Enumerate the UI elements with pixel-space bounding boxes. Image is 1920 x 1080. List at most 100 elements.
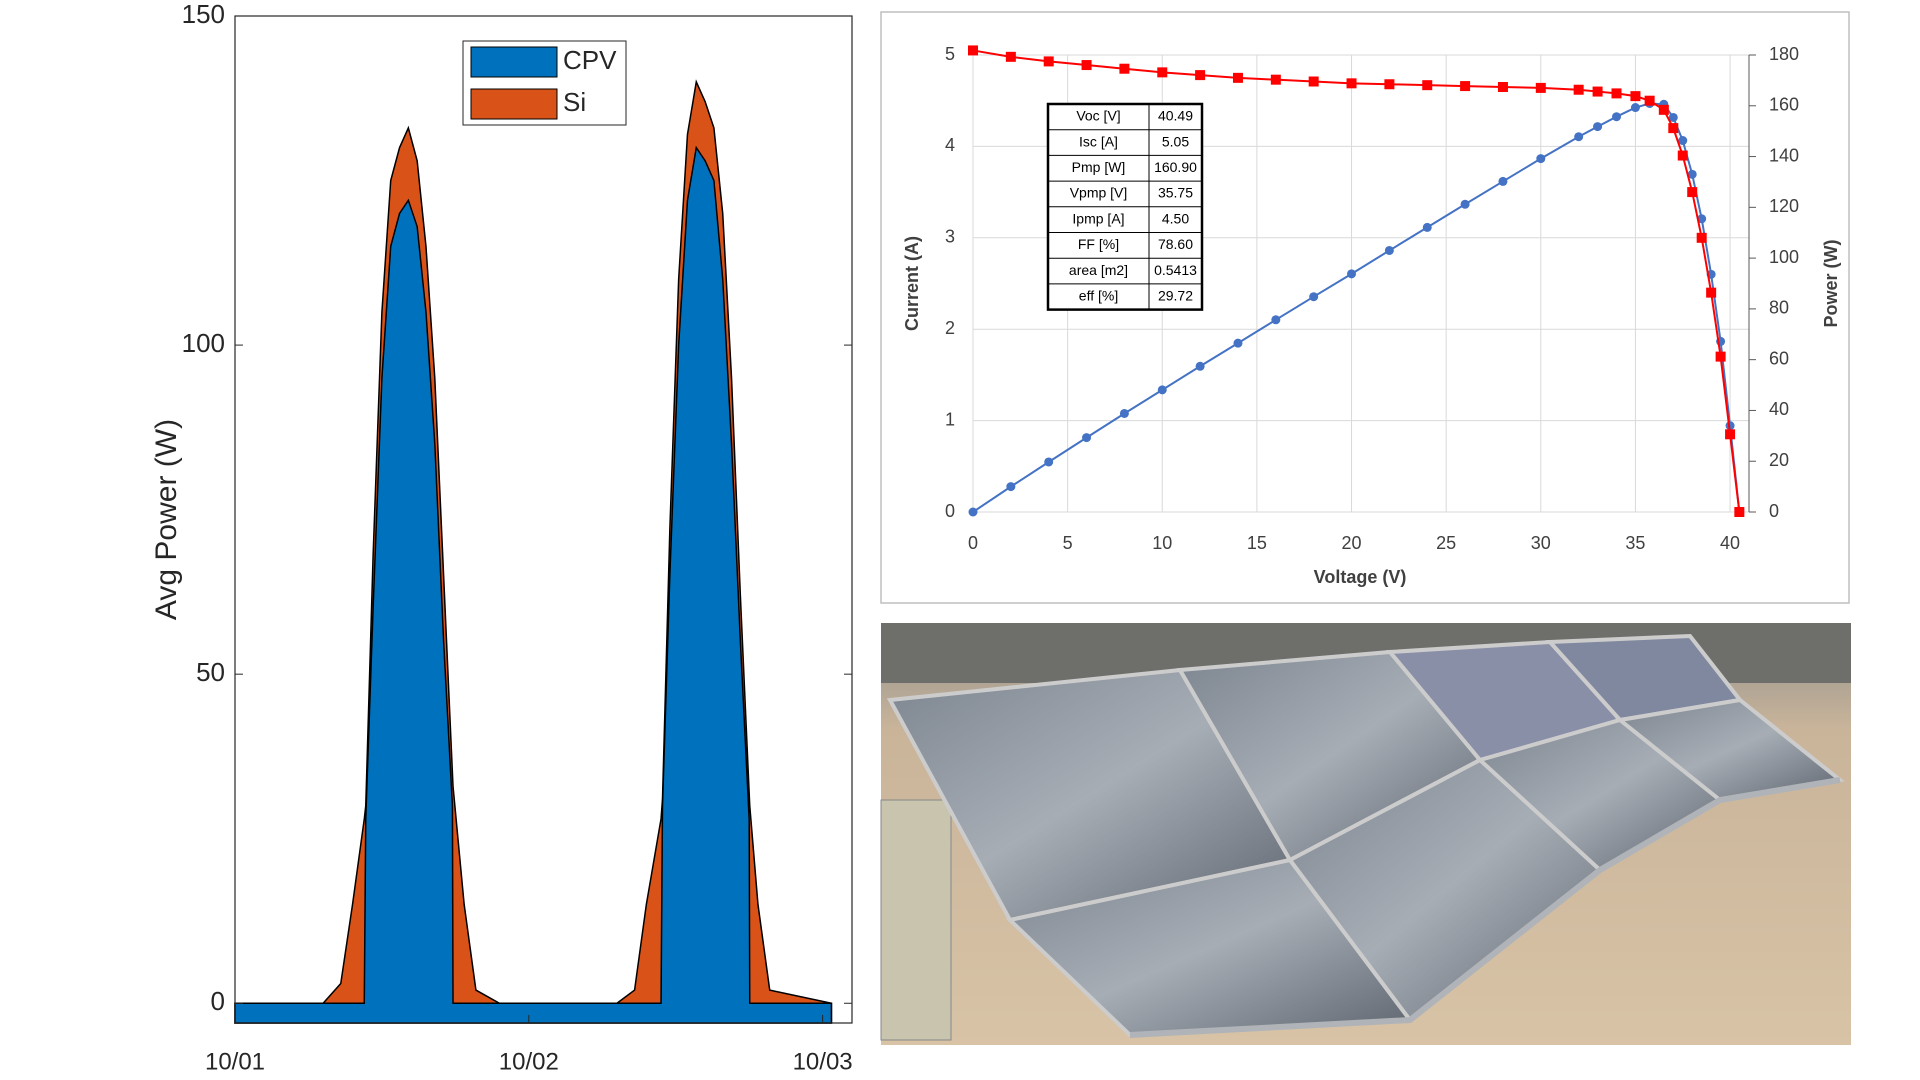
x-tick-label: 10/03 — [793, 1048, 853, 1075]
y2-tick-label: 160 — [1769, 95, 1799, 115]
y-tick-label: 0 — [211, 986, 225, 1016]
y2-tick-label: 180 — [1769, 44, 1799, 64]
table-value: 40.49 — [1158, 108, 1193, 124]
area — [234, 145, 833, 1024]
y-tick-label: 4 — [945, 135, 955, 155]
table-value: 0.5413 — [1154, 262, 1197, 278]
y-axis-label: Current (A) — [902, 236, 922, 331]
marker — [1006, 482, 1016, 492]
marker — [1460, 199, 1470, 209]
marker — [1573, 84, 1584, 95]
legend-label: CPV — [563, 45, 617, 75]
x-tick-label: 40 — [1720, 533, 1740, 553]
marker — [1308, 76, 1319, 87]
marker — [1005, 51, 1016, 62]
table-label: area [m2] — [1069, 262, 1128, 278]
marker — [1668, 112, 1678, 122]
marker — [1460, 81, 1471, 92]
marker — [1346, 78, 1357, 89]
x-tick-label: 0 — [968, 533, 978, 553]
marker — [1497, 81, 1508, 92]
marker — [1696, 232, 1707, 243]
marker — [1309, 292, 1319, 302]
y-axis-label: Avg Power (W) — [150, 419, 183, 620]
y2-tick-label: 0 — [1769, 501, 1779, 521]
marker — [1195, 70, 1206, 81]
y2-tick-label: 80 — [1769, 298, 1789, 318]
y-tick-label: 150 — [182, 0, 225, 29]
marker — [1270, 74, 1281, 85]
marker — [1271, 315, 1281, 325]
marker — [1422, 222, 1432, 232]
table-value: 4.50 — [1162, 210, 1189, 226]
x-tick-label: 10 — [1152, 533, 1172, 553]
axes-box — [234, 15, 853, 1024]
table-label: eff [%] — [1079, 287, 1118, 303]
marker — [1687, 187, 1698, 198]
marker — [1347, 269, 1357, 279]
y-tick-label: 50 — [196, 657, 225, 687]
legend-label: Si — [563, 87, 586, 117]
x-tick-label: 25 — [1436, 533, 1456, 553]
marker — [1535, 82, 1546, 93]
y-tick-label: 3 — [945, 227, 955, 247]
table-label: Isc [A] — [1079, 133, 1118, 149]
marker — [1658, 104, 1669, 115]
marker — [1630, 103, 1640, 113]
marker — [1498, 176, 1508, 186]
table-label: FF [%] — [1078, 236, 1119, 252]
marker — [1668, 123, 1679, 134]
series-line — [972, 49, 1741, 513]
x-tick-label: 10/01 — [205, 1048, 265, 1075]
marker — [1593, 122, 1603, 132]
y2-tick-label: 120 — [1769, 196, 1799, 216]
marker — [1422, 80, 1433, 91]
marker — [1644, 95, 1655, 106]
marker — [1233, 338, 1243, 348]
marker — [1082, 433, 1092, 443]
table-label: Voc [V] — [1076, 108, 1120, 124]
chart-border — [880, 11, 1850, 604]
y-tick-label: 5 — [945, 44, 955, 64]
y2-axis-label: Power (W) — [1821, 239, 1841, 327]
marker — [1384, 79, 1395, 90]
marker — [1195, 361, 1205, 371]
marker — [1384, 245, 1394, 255]
y-tick-label: 2 — [945, 318, 955, 338]
marker — [1611, 88, 1622, 99]
marker — [1119, 408, 1129, 418]
plot-background — [235, 16, 852, 1023]
marker — [1592, 86, 1603, 97]
y-tick-label: 0 — [945, 501, 955, 521]
marker — [968, 507, 978, 517]
y-tick-label: 100 — [182, 328, 225, 358]
marker — [1725, 429, 1736, 440]
y2-tick-label: 20 — [1769, 450, 1789, 470]
x-tick-label: 20 — [1342, 533, 1362, 553]
x-tick-label: 15 — [1247, 533, 1267, 553]
x-axis-label: Voltage (V) — [1314, 567, 1407, 587]
y2-tick-label: 140 — [1769, 145, 1799, 165]
marker — [1044, 457, 1054, 467]
marker — [1706, 287, 1717, 298]
table-value: 78.60 — [1158, 236, 1193, 252]
legend-swatch — [470, 88, 558, 120]
y2-tick-label: 60 — [1769, 348, 1789, 368]
table-value: 160.90 — [1154, 159, 1197, 175]
marker — [1574, 132, 1584, 142]
x-tick-label: 35 — [1625, 533, 1645, 553]
marker — [1157, 67, 1168, 78]
marker — [1697, 214, 1707, 224]
photo-frame — [1129, 777, 1841, 1038]
marker — [1687, 169, 1697, 179]
y-tick-label: 1 — [945, 409, 955, 429]
marker — [1715, 351, 1726, 362]
marker — [1677, 150, 1688, 161]
table-label: Pmp [W] — [1072, 159, 1126, 175]
marker — [1043, 56, 1054, 67]
table-value: 35.75 — [1158, 185, 1193, 201]
y2-tick-label: 100 — [1769, 247, 1799, 267]
photo — [880, 623, 1851, 1045]
